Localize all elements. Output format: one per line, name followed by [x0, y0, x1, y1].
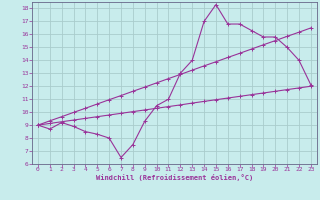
X-axis label: Windchill (Refroidissement éolien,°C): Windchill (Refroidissement éolien,°C) [96, 174, 253, 181]
